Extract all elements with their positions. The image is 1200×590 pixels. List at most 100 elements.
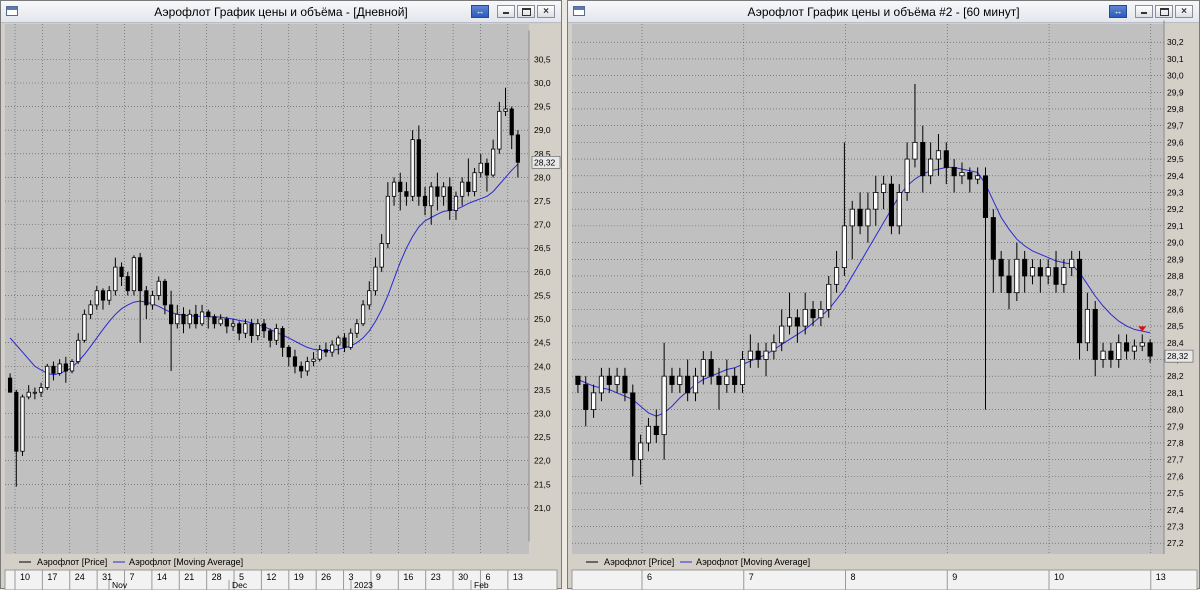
candle-body[interactable] xyxy=(224,318,229,327)
hourly-plot-area[interactable] xyxy=(572,24,1164,554)
candle-body[interactable] xyxy=(583,384,589,410)
candle-body[interactable] xyxy=(330,344,335,353)
candle-body[interactable] xyxy=(20,396,25,452)
candle-body[interactable] xyxy=(447,186,452,211)
candle-body[interactable] xyxy=(1022,258,1028,277)
candle-body[interactable] xyxy=(69,361,75,372)
candle-body[interactable] xyxy=(763,350,769,360)
candle-body[interactable] xyxy=(268,330,273,341)
candle-body[interactable] xyxy=(661,375,667,436)
candle-body[interactable] xyxy=(311,358,316,362)
candle-body[interactable] xyxy=(598,375,604,394)
candle-body[interactable] xyxy=(38,387,44,393)
candle-body[interactable] xyxy=(435,186,440,197)
candle-body[interactable] xyxy=(299,365,304,372)
candle-body[interactable] xyxy=(385,195,390,244)
candle-body[interactable] xyxy=(669,375,675,385)
candle-body[interactable] xyxy=(230,323,236,327)
candle-body[interactable] xyxy=(199,311,205,325)
candle-body[interactable] xyxy=(175,313,180,325)
candle-body[interactable] xyxy=(144,290,149,306)
candle-body[interactable] xyxy=(896,192,902,227)
candle-body[interactable] xyxy=(747,350,753,360)
candle-body[interactable] xyxy=(212,316,217,325)
candle-body[interactable] xyxy=(404,191,409,197)
candle-body[interactable] xyxy=(14,391,19,452)
candle-body[interactable] xyxy=(336,337,341,346)
candle-body[interactable] xyxy=(810,308,816,319)
candle-body[interactable] xyxy=(724,375,730,385)
candle-body[interactable] xyxy=(113,266,118,292)
candle-body[interactable] xyxy=(181,313,186,325)
candle-body[interactable] xyxy=(982,175,989,218)
candle-body[interactable] xyxy=(638,442,644,461)
candle-body[interactable] xyxy=(857,208,863,227)
candle-body[interactable] xyxy=(497,110,502,150)
candle-body[interactable] xyxy=(515,134,521,163)
candle-body[interactable] xyxy=(975,175,981,180)
candle-body[interactable] xyxy=(630,392,636,461)
candle-body[interactable] xyxy=(305,361,310,372)
candle-body[interactable] xyxy=(967,172,973,180)
candle-body[interactable] xyxy=(292,356,298,367)
candle-body[interactable] xyxy=(1053,267,1059,285)
candle-body[interactable] xyxy=(786,317,793,327)
maximize-button[interactable] xyxy=(1155,5,1173,18)
candle-body[interactable] xyxy=(685,375,691,394)
maximize-button[interactable] xyxy=(517,5,535,18)
candle-body[interactable] xyxy=(677,375,683,385)
candle-body[interactable] xyxy=(82,313,87,341)
candle-body[interactable] xyxy=(794,317,800,327)
candle-body[interactable] xyxy=(150,295,155,306)
candle-body[interactable] xyxy=(131,257,137,292)
candle-body[interactable] xyxy=(653,425,659,436)
candle-body[interactable] xyxy=(237,323,242,334)
candle-body[interactable] xyxy=(243,323,248,334)
candle-body[interactable] xyxy=(503,108,508,112)
candle-body[interactable] xyxy=(1131,345,1137,352)
candle-body[interactable] xyxy=(156,280,161,296)
candle-body[interactable] xyxy=(920,141,926,177)
candle-body[interactable] xyxy=(1147,342,1153,357)
candle-body[interactable] xyxy=(826,283,832,310)
candle-body[interactable] xyxy=(460,181,465,197)
candle-body[interactable] xyxy=(51,365,56,374)
candle-body[interactable] xyxy=(990,217,996,260)
candle-body[interactable] xyxy=(422,195,428,207)
candle-body[interactable] xyxy=(904,158,910,193)
candle-body[interactable] xyxy=(1006,275,1012,294)
candle-body[interactable] xyxy=(509,108,514,136)
candle-body[interactable] xyxy=(57,363,62,374)
candle-body[interactable] xyxy=(1124,342,1130,352)
candle-body[interactable] xyxy=(348,332,353,348)
candle-body[interactable] xyxy=(943,150,949,168)
candle-body[interactable] xyxy=(367,290,372,306)
candle-body[interactable] xyxy=(441,186,446,197)
candle-body[interactable] xyxy=(416,139,421,197)
candle-body[interactable] xyxy=(218,318,223,325)
candle-body[interactable] xyxy=(873,192,879,210)
candle-body[interactable] xyxy=(1069,258,1075,269)
candle-body[interactable] xyxy=(881,183,887,193)
candle-body[interactable] xyxy=(286,346,291,358)
candle-body[interactable] xyxy=(951,167,957,177)
candle-body[interactable] xyxy=(959,172,965,177)
candle-body[interactable] xyxy=(818,308,824,319)
candle-body[interactable] xyxy=(379,243,384,268)
candle-body[interactable] xyxy=(125,276,130,292)
candle-body[interactable] xyxy=(591,392,597,410)
candle-body[interactable] xyxy=(645,425,652,444)
candle-body[interactable] xyxy=(928,158,934,177)
candle-body[interactable] xyxy=(849,208,855,227)
candle-body[interactable] xyxy=(755,350,761,360)
candle-body[interactable] xyxy=(802,308,808,327)
candle-body[interactable] xyxy=(771,342,777,352)
candle-body[interactable] xyxy=(323,349,329,353)
window-menu-icon[interactable] xyxy=(6,6,18,16)
candle-body[interactable] xyxy=(700,359,706,377)
candle-body[interactable] xyxy=(834,267,840,285)
candle-body[interactable] xyxy=(280,328,285,348)
candle-body[interactable] xyxy=(1061,267,1067,285)
candle-body[interactable] xyxy=(63,363,68,372)
candle-body[interactable] xyxy=(360,304,366,325)
